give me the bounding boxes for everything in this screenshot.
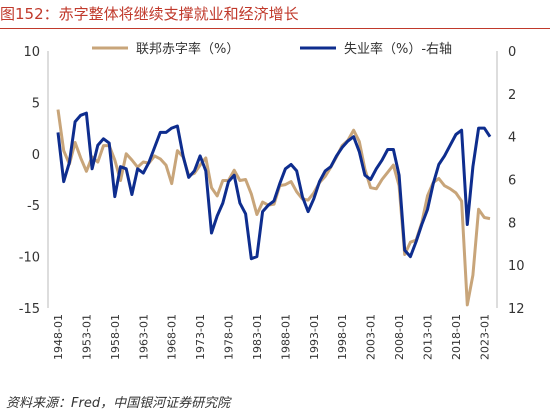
legend: 联邦赤字率（%） 失业率（%）-右轴: [92, 41, 452, 57]
chart-title: 图152：赤字整体将继续支撑就业和经济增长: [0, 5, 299, 23]
right-tick-label: 2: [508, 88, 516, 103]
right-axis-ticks: 0 2 4 6 8 10 12: [508, 45, 525, 317]
x-tick-label: 1993-01: [308, 314, 321, 360]
right-tick-label: 12: [508, 302, 525, 317]
x-axis-ticks: 1948-01 1953-01 1958-01 1963-01 1968-01 1973-…: [52, 314, 491, 360]
x-tick-label: 2023-01: [478, 314, 491, 360]
left-tick-label: -15: [19, 302, 40, 317]
left-tick-label: -5: [27, 199, 40, 214]
right-tick-label: 8: [508, 216, 516, 231]
right-tick-label: 6: [508, 174, 516, 189]
x-tick-label: 1998-01: [336, 314, 349, 360]
left-tick-label: 0: [32, 148, 40, 163]
x-tick-label: 1978-01: [223, 314, 236, 360]
left-tick-label: -10: [19, 251, 40, 266]
legend-label-unemployment: 失业率（%）-右轴: [344, 41, 452, 57]
x-tick-label: 1988-01: [279, 314, 292, 360]
left-tick-label: 5: [32, 96, 40, 111]
right-tick-label: 10: [508, 259, 525, 274]
x-tick-label: 1983-01: [251, 314, 264, 360]
x-tick-label: 2018-01: [450, 314, 463, 360]
left-tick-label: 10: [23, 45, 40, 60]
x-tick-label: 1958-01: [109, 314, 122, 360]
legend-label-deficit: 联邦赤字率（%）: [136, 41, 239, 57]
x-tick-label: 1963-01: [137, 314, 150, 360]
x-tick-label: 1973-01: [194, 314, 207, 360]
series-line-unemployment: [56, 111, 492, 261]
source-note: 资料来源：Fred，中国银河证券研究院: [6, 396, 231, 411]
title-divider: [0, 28, 550, 29]
x-tick-label: 2008-01: [393, 314, 406, 360]
x-tick-label: 1953-01: [80, 314, 93, 360]
x-tick-label: 2013-01: [421, 314, 434, 360]
series-line-deficit: [56, 109, 491, 307]
left-axis-ticks: 10 5 0 -5 -10 -15: [19, 45, 40, 317]
x-tick-label: 1968-01: [166, 314, 179, 360]
right-tick-label: 4: [508, 131, 516, 146]
right-tick-label: 0: [508, 45, 516, 60]
x-tick-label: 2003-01: [365, 314, 378, 360]
x-tick-label: 1948-01: [52, 314, 65, 360]
